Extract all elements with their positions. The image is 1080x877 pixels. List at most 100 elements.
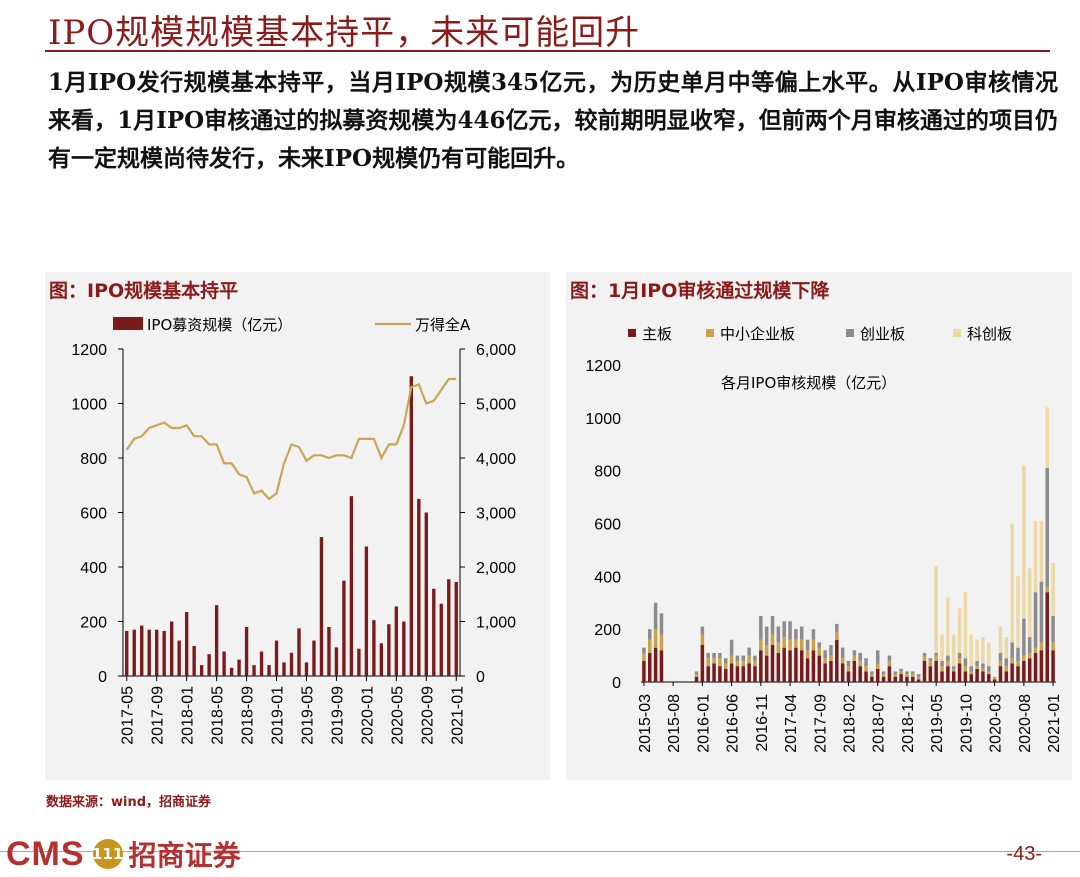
stacked-bar-segment	[899, 671, 903, 675]
x-axis-tick-label: 2017-09	[812, 694, 829, 753]
stacked-bar-segment	[881, 674, 886, 677]
right-axis-tick-label: 3,000	[476, 506, 516, 523]
x-axis-tick-label: 2020-03	[988, 694, 1005, 753]
x-axis-tick-label: 2015-03	[637, 694, 654, 753]
stacked-bar-segment	[735, 660, 740, 667]
stacked-bar-segment	[987, 666, 991, 672]
legend-swatch	[706, 329, 714, 337]
stacked-bar-segment	[846, 666, 851, 672]
stacked-bar-segment	[928, 666, 933, 682]
stacked-bar-segment	[1051, 563, 1055, 616]
ipo-bar	[222, 651, 226, 676]
x-axis-tick-label: 2015-08	[666, 694, 683, 753]
legend-label: 科创板	[967, 325, 1012, 343]
stacked-bar-segment	[764, 626, 769, 646]
x-axis-tick-label: 2018-05	[210, 686, 227, 745]
stacked-bar-segment	[905, 671, 909, 675]
stacked-bar-segment	[700, 634, 705, 646]
ipo-bar	[237, 659, 241, 676]
stacked-bar-segment	[759, 650, 763, 682]
stacked-bar-segment	[741, 666, 746, 682]
stacked-bar-segment	[1027, 652, 1032, 659]
stacked-bar-segment	[829, 645, 833, 656]
stacked-bar-segment	[1039, 581, 1044, 643]
x-axis-tick-label: 2019-01	[270, 686, 287, 745]
stacked-bar-segment	[782, 647, 786, 682]
stacked-bar-segment	[940, 634, 944, 661]
ipo-bar	[394, 606, 399, 676]
stacked-bar-segment	[1010, 658, 1014, 664]
ipo-bar	[342, 580, 346, 676]
stacked-bar-segment	[1045, 468, 1049, 587]
stacked-bar-segment	[934, 565, 938, 653]
stacked-bar-segment	[963, 666, 968, 672]
stacked-bar-segment	[817, 642, 822, 648]
stacked-bar-segment	[951, 666, 956, 669]
ipo-bar	[379, 643, 384, 676]
stacked-bar-segment	[1045, 586, 1049, 593]
stacked-bar-segment	[753, 660, 757, 667]
stacked-bar-segment	[858, 660, 862, 667]
stacked-bar-segment	[653, 602, 658, 630]
x-axis-tick-label: 2016-11	[754, 694, 771, 752]
right-axis-tick-label: 6,000	[476, 342, 516, 359]
stacked-bar-segment	[823, 658, 827, 664]
wind-a-index-line	[125, 377, 457, 501]
stacked-bar-segment	[940, 660, 944, 667]
stacked-bar-segment	[922, 660, 927, 682]
stacked-bar-segment	[799, 650, 804, 682]
stacked-bar-segment	[729, 655, 734, 664]
stacked-bar-segment	[881, 676, 886, 682]
stacked-bar-segment	[881, 671, 886, 675]
stacked-bar-segment	[829, 660, 833, 682]
stacked-bar-segment	[893, 676, 898, 682]
stacked-bar-segment	[975, 639, 979, 661]
stacked-bar-segment	[729, 639, 734, 656]
stacked-bar-segment	[934, 655, 938, 661]
stacked-bar-segment	[729, 663, 734, 682]
stacked-bar-segment	[1039, 520, 1044, 582]
stacked-bar-segment	[928, 658, 933, 661]
legend-bar-label: IPO募资规模（亿元）	[147, 316, 292, 334]
stacked-bar-segment	[642, 652, 646, 661]
x-axis-tick-label: 2021-01	[1046, 694, 1063, 753]
stacked-bar-segment	[1027, 568, 1032, 638]
stacked-bar-segment	[1027, 658, 1032, 682]
stacked-bar-segment	[893, 674, 898, 677]
stacked-bar-segment	[893, 671, 898, 675]
stacked-bar-segment	[642, 660, 646, 682]
stacked-bar-segment	[940, 671, 944, 682]
ipo-bar	[184, 611, 189, 676]
stacked-bar-segment	[712, 663, 716, 682]
left-chart-title: 图：IPO规模基本持平	[49, 280, 239, 302]
stacked-bar-segment	[946, 660, 950, 667]
ipo-bar	[424, 512, 428, 676]
stacked-bar-segment	[817, 647, 822, 656]
stacked-bar-segment	[975, 666, 979, 669]
stacked-bar-segment	[642, 647, 646, 653]
stacked-bar-segment	[811, 639, 816, 651]
stacked-bar-segment	[981, 671, 985, 682]
stacked-bar-segment	[735, 666, 740, 682]
inner-chart-title: 各月IPO审核规模（亿元）	[721, 374, 896, 392]
stacked-bar-segment	[835, 639, 839, 682]
stacked-bar-segment	[911, 671, 915, 675]
stacked-bar-segment	[747, 663, 751, 682]
legend-swatch	[628, 329, 636, 337]
stacked-bar-segment	[1016, 666, 1020, 682]
stacked-bar-segment	[957, 608, 962, 653]
stacked-bar-segment	[946, 666, 950, 682]
x-axis-tick-label: 2019-05	[299, 686, 316, 745]
stacked-bar-segment	[846, 671, 851, 682]
stacked-bar-segment	[759, 639, 763, 651]
data-source-note: 数据来源：wind，招商证券	[46, 795, 212, 810]
stacked-bar-segment	[946, 597, 950, 656]
stacked-bar-segment	[1045, 592, 1049, 682]
ipo-scale-chart: 0 200 400 600 800 1000 1200 0 1,000 2,000 3,000 4,0…	[71, 316, 516, 745]
stacked-bar-segment	[648, 629, 652, 640]
stacked-bar-segment	[823, 650, 827, 659]
stacked-bar-segment	[852, 655, 857, 661]
ipo-bar	[229, 667, 234, 676]
stacked-bar-segment	[864, 658, 868, 667]
stacked-bar-segment	[788, 621, 792, 640]
